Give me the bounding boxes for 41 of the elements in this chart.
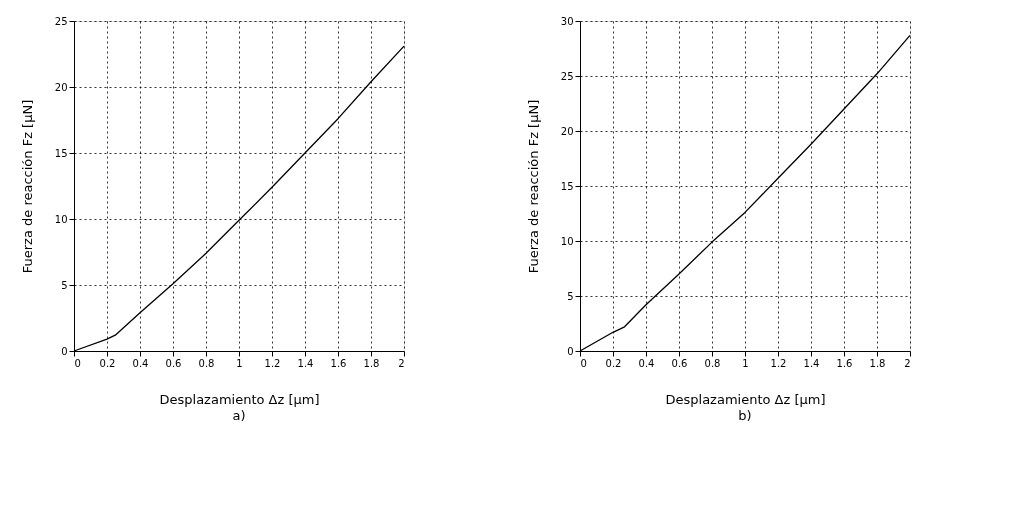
x-tick-label: 1.4	[803, 357, 820, 369]
x-axis-title: Desplazamiento Δz [μm]	[159, 391, 320, 407]
x-tick-label: 0.4	[132, 357, 149, 369]
x-tick-label: 1	[236, 357, 243, 369]
y-tick-label: 15	[54, 147, 68, 159]
y-tick-label: 25	[560, 70, 574, 82]
y-axis-title: Fuerza de reacción Fz [μN]	[19, 99, 35, 274]
x-tick-label: 0.2	[99, 357, 116, 369]
y-tick-label: 30	[560, 15, 574, 27]
y-tick-label: 5	[61, 279, 68, 291]
x-tick-label: 2	[904, 357, 911, 369]
y-axis-title: Fuerza de reacción Fz [μN]	[525, 99, 541, 274]
x-tick-label: 0	[74, 357, 81, 369]
x-tick-label: 0	[580, 357, 587, 369]
y-tick-label: 10	[560, 235, 574, 247]
y-tick-label: 25	[54, 15, 68, 27]
x-tick-label: 2	[398, 357, 405, 369]
x-tick-label: 0.6	[165, 357, 182, 369]
x-tick-label: 1.8	[363, 357, 380, 369]
y-tick-label: 15	[560, 180, 574, 192]
x-tick-label: 1.2	[770, 357, 787, 369]
x-tick-label: 1.2	[264, 357, 281, 369]
x-tick-label: 1	[742, 357, 749, 369]
y-tick-label: 0	[567, 345, 574, 357]
x-tick-label: 1.6	[836, 357, 853, 369]
text: a)	[232, 408, 246, 423]
y-tick-label: 20	[560, 125, 574, 137]
x-tick-label: 0.4	[638, 357, 655, 369]
y-tick-label: 10	[54, 213, 68, 225]
x-axis-title: Desplazamiento Δz [μm]	[665, 391, 826, 407]
text: b)	[738, 408, 752, 423]
x-tick-label: 0.8	[704, 357, 721, 369]
x-tick-label: 1.4	[297, 357, 314, 369]
y-tick-label: 5	[567, 290, 574, 302]
x-tick-label: 1.6	[330, 357, 347, 369]
y-tick-label: 0	[61, 345, 68, 357]
x-tick-label: 0.8	[198, 357, 215, 369]
y-tick-label: 20	[54, 81, 68, 93]
x-tick-label: 0.2	[605, 357, 622, 369]
x-tick-label: 0.6	[671, 357, 688, 369]
x-tick-label: 1.8	[869, 357, 886, 369]
